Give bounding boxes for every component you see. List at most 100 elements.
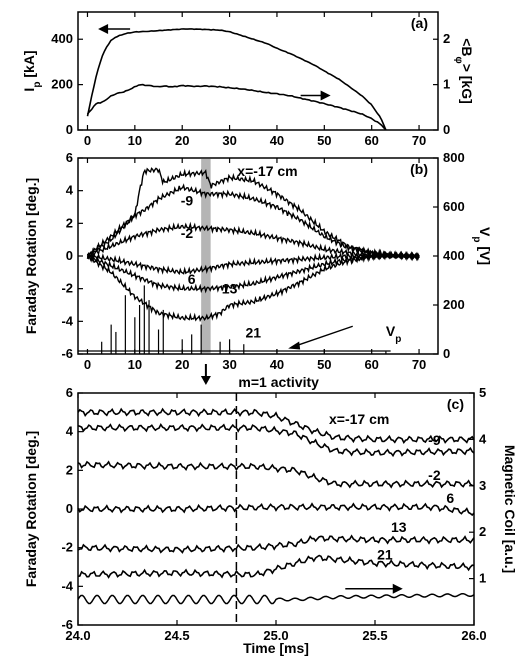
y-left-tick-label: 400 [51,31,73,46]
y-right-tick-label: 4 [479,431,487,446]
series-label: 13 [391,519,407,535]
y-left-axis-label: Faraday Rotation [deg.] [23,178,39,334]
x-tick-label: 50 [317,133,331,148]
y-right-tick-label: 5 [479,385,486,400]
y-left-axis-label-part-1: p [32,82,43,88]
x-tick-label: 70 [412,357,426,372]
arrow-head [320,90,331,101]
vp-arrow [290,325,353,349]
y-right-tick-label: 2 [443,31,450,46]
series-label: 13 [222,281,238,297]
panel-b: 0 10 20 30 40 50 60 70-6-4-202460200400600800(b… [23,150,493,372]
y-left-tick-label: -2 [61,540,73,555]
series-label: -2 [428,467,441,483]
overlay [200,364,211,385]
y-right-tick-label: 600 [443,199,465,214]
series-line [86,183,420,262]
series-line [77,460,475,489]
y-left-tick-label: 0 [66,122,73,137]
x-tick-label: 0 [84,133,91,148]
panel-label: (c) [447,396,464,412]
y-left-tick-label: -6 [61,346,73,361]
y-left-axis-label: Ip [kA] [21,50,43,91]
series-line [86,250,420,276]
y-right-axis-label-part-2: > [459,64,475,72]
x-tick-label: 0 [84,357,91,372]
series-line [86,221,420,262]
x-tick-label: 60 [364,357,378,372]
y-right-tick-label: 1 [479,571,486,586]
x-tick-label: 40 [270,133,284,148]
y-right-label-group: Vp [V] [472,227,494,265]
y-right-axis-label-part-1: φ [454,57,465,64]
x-tick-label: 20 [175,133,189,148]
series-label: x=-17 cm [329,411,389,427]
x-tick-label: 26.0 [461,628,486,643]
x-tick-label: 70 [412,133,426,148]
y-right-tick-label: 400 [443,248,465,263]
series-line [77,502,475,517]
vp-label-part-1: p [395,334,401,345]
series-label: -9 [428,432,441,448]
series-line [77,407,475,445]
vp-label: Vp [386,323,401,345]
x-tick-label: 25.0 [263,628,288,643]
magnetic-coil-trace [77,592,475,605]
y-right-axis-label-part-0: V [477,227,493,237]
y-right-axis-label-part-0: <B [459,38,475,56]
y-left-axis-label: Faraday Rotation [deg.] [23,431,39,587]
x-tick-label: 60 [364,133,378,148]
y-left-tick-label: 0 [66,248,73,263]
x-tick-label: 40 [270,357,284,372]
y-right-axis-label: Magnetic Coil [a.u.] [502,445,518,573]
series-label: x=-17 cm [237,163,297,179]
arrow-head [392,583,403,594]
arrow-head [98,24,109,35]
plot-frame [77,11,439,131]
y-left-tick-label: 200 [51,77,73,92]
y-right-tick-label: 800 [443,150,465,165]
x-tick-label: 24.0 [65,628,90,643]
y-left-tick-label: 4 [66,424,74,439]
y-left-tick-label: 4 [66,183,74,198]
highlight-band [201,159,211,353]
series-line [86,167,420,262]
y-right-tick-label: 3 [479,478,486,493]
y-left-tick-label: 2 [66,462,73,477]
panel-label: (a) [411,15,428,31]
y-right-axis-label: Vp [V] [472,227,494,265]
x-tick-label: 50 [317,357,331,372]
y-left-tick-label: 6 [66,150,73,165]
x-tick-label: 24.5 [164,628,189,643]
series-line [86,28,387,131]
x-tick-label: 10 [128,357,142,372]
series-line [86,83,387,131]
x-tick-label: 20 [175,357,189,372]
y-right-label-group: <Bφ> [kG] [454,38,476,104]
y-right-axis-label-part-1: p [472,236,483,242]
y-right-tick-label: 200 [443,297,465,312]
x-axis-label: Time [ms] [243,640,309,656]
series-label: 6 [188,271,196,287]
y-right-axis-label: <Bφ> [kG] [454,38,476,104]
y-left-tick-label: -6 [61,617,73,632]
y-left-tick-label: -4 [61,313,73,328]
y-left-tick-label: -2 [61,281,73,296]
series-line [77,423,475,458]
series-label: -2 [181,225,194,241]
y-right-tick-label: 0 [443,346,450,361]
x-tick-label: 30 [222,133,236,148]
panel-a: 0 10 20 30 40 50 60 70 0 200 400 0 1 2 (a) Ip [kA] <Bφ> … [21,11,476,148]
y-right-tick-label: 1 [443,77,450,92]
y-right-axis-label-part-2: [V] [477,242,493,265]
series-label: -9 [181,192,194,208]
y-left-tick-label: 2 [66,215,73,230]
y-left-label-group: Ip [kA] [21,50,43,91]
y-left-axis-label-part-0: I [21,88,37,92]
y-left-tick-label: 0 [66,501,73,516]
series-line [77,534,475,554]
x-tick-label: 25.5 [362,628,387,643]
series-line [77,554,475,579]
series-label: 21 [245,325,261,341]
